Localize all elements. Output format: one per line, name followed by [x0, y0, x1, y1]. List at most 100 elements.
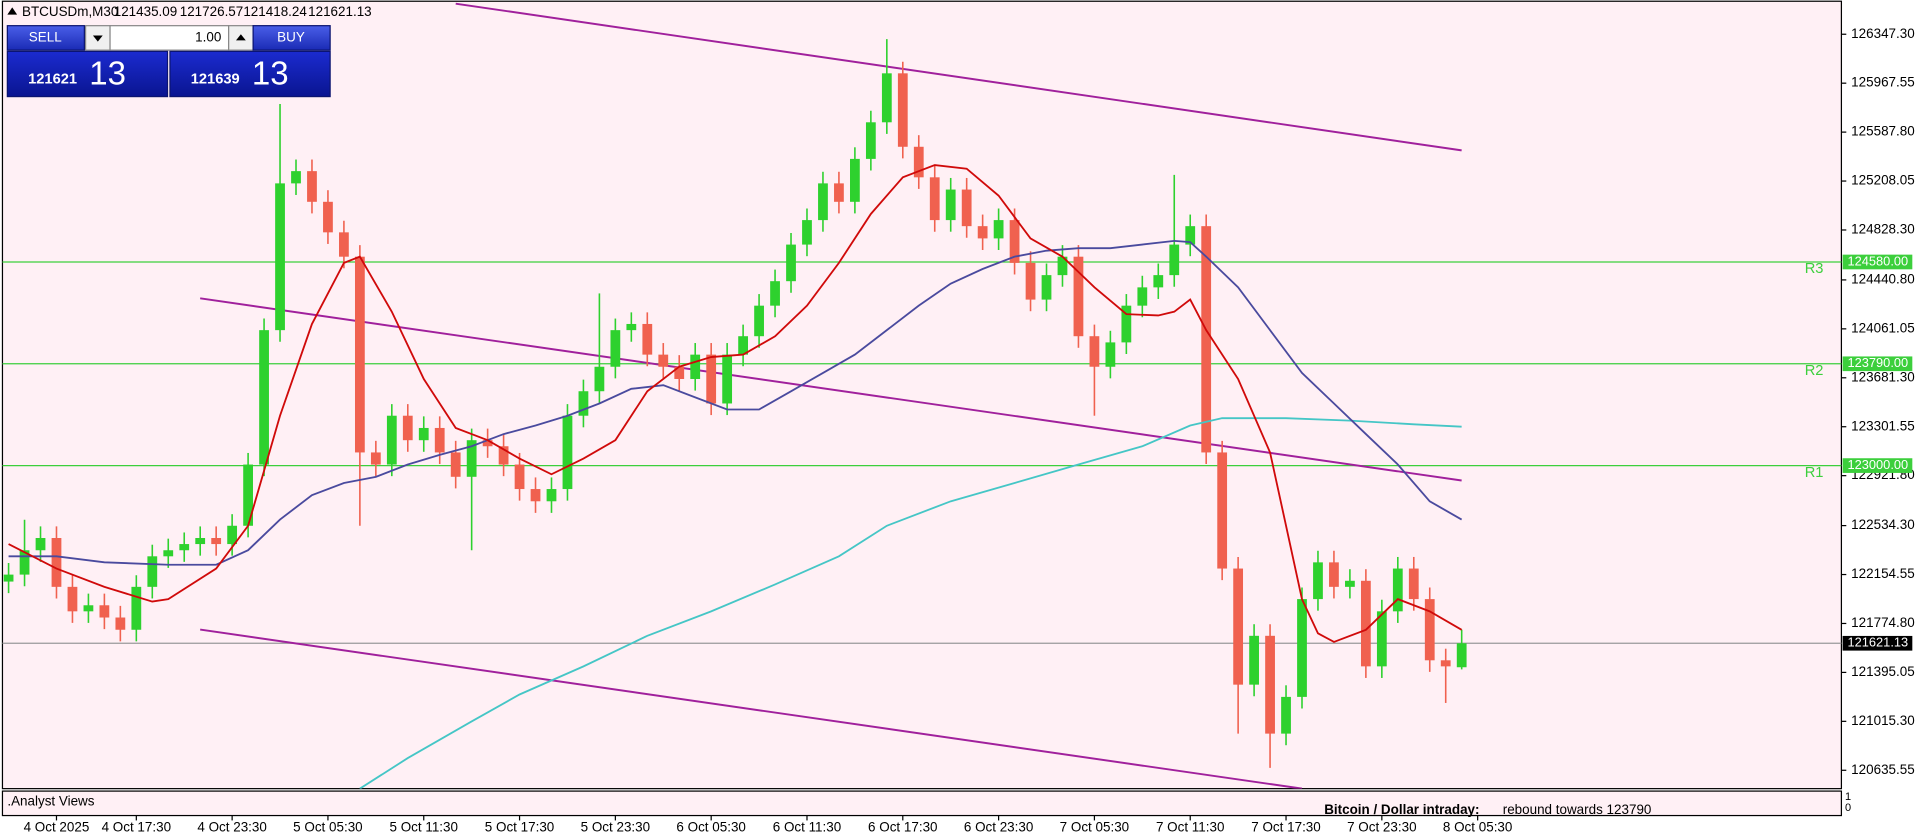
candle-body: [1456, 643, 1467, 668]
candle-body: [498, 446, 509, 465]
indicator-title: .Analyst Views: [7, 794, 94, 809]
candle-body: [131, 586, 142, 630]
level-tag-label: 123790.00: [1848, 355, 1909, 370]
x-tick-label: 5 Oct 05:30: [293, 819, 362, 834]
candle-body: [1057, 256, 1068, 276]
y-tick-label: 126347.30: [1851, 26, 1915, 41]
candle-body: [1424, 599, 1435, 661]
candle-body: [738, 336, 749, 355]
level-name: R1: [1805, 465, 1824, 481]
y-tick-label: 123301.55: [1851, 418, 1915, 433]
y-tick-label: 125208.05: [1851, 173, 1915, 188]
candle-body: [291, 171, 301, 184]
candle-body: [418, 427, 429, 441]
candle-body: [354, 256, 365, 453]
level-name: R2: [1805, 363, 1824, 379]
candle-body: [1025, 262, 1036, 300]
candle-body: [546, 489, 557, 502]
candle-body: [1009, 220, 1020, 263]
x-tick-label: 8 Oct 05:30: [1443, 819, 1512, 834]
x-tick-label: 7 Oct 11:30: [1156, 819, 1224, 834]
candle-body: [945, 189, 956, 221]
candle-body: [1329, 562, 1339, 587]
candle-body: [1153, 275, 1164, 288]
candle-body: [339, 232, 349, 257]
symbol: BTCUSDm,M30: [22, 4, 118, 19]
candle-body: [163, 550, 174, 557]
high-price: 121726.57: [180, 4, 244, 19]
candle-body: [1360, 580, 1371, 667]
indicator-texts: .Analyst Views 1 0 Bitcoin / Dollar intr…: [7, 791, 1851, 817]
candle-body: [35, 538, 46, 551]
sell-label: SELL: [29, 29, 62, 44]
candle-body: [1345, 580, 1355, 587]
candle-body: [195, 538, 206, 545]
candle-body: [243, 464, 253, 526]
current-price-label: 121621.13: [1848, 635, 1909, 650]
candle-body: [802, 220, 812, 245]
plot-content: [2, 2, 1842, 789]
indicator-panel: [1, 790, 1843, 817]
candle-body: [1105, 342, 1116, 367]
candle-body: [275, 183, 285, 331]
candle-body: [1169, 244, 1180, 276]
candle-body: [818, 183, 828, 221]
header: BTCUSDm,M30 121435.09 121726.57 121418.2…: [7, 4, 372, 19]
candle-body: [482, 440, 493, 447]
level-tag-label: 124580.00: [1848, 253, 1909, 268]
x-tick-label: 6 Oct 11:30: [773, 819, 841, 834]
candle-body: [1265, 635, 1275, 734]
ask-big: 13: [252, 55, 289, 92]
candle-body: [929, 177, 940, 221]
x-tick-label: 5 Oct 17:30: [485, 819, 554, 834]
lot-input[interactable]: [109, 25, 230, 51]
y-tick-label: 121015.30: [1851, 713, 1915, 728]
candle-body: [722, 354, 733, 404]
candle-body: [259, 330, 269, 465]
headline-text: rebound towards 123790: [1503, 802, 1652, 817]
candle-body: [865, 122, 876, 159]
candle-body: [770, 281, 780, 306]
candle-body: [450, 452, 461, 477]
indicator-axis-bottom: 0: [1845, 802, 1851, 814]
ask-main: 121639: [191, 71, 240, 87]
bid-box[interactable]: [6, 50, 169, 98]
candle-body: [434, 427, 445, 453]
candle-body: [754, 305, 764, 337]
candle-body: [466, 440, 477, 477]
candle-body: [1313, 562, 1323, 600]
candle-body: [977, 226, 988, 239]
candle-body: [1137, 287, 1148, 306]
candle-body: [690, 354, 701, 379]
candle-body: [1249, 635, 1259, 685]
candle-body: [897, 73, 908, 147]
buy-button[interactable]: [252, 25, 331, 51]
x-tick-label: 7 Oct 17:30: [1251, 819, 1320, 834]
candle-body: [1233, 568, 1244, 685]
candle-body: [51, 538, 62, 587]
candle-body: [610, 330, 621, 367]
x-tick-label: 4 Oct 2025: [24, 819, 90, 834]
x-tick-label: 6 Oct 23:30: [964, 819, 1033, 834]
candle-body: [786, 244, 796, 282]
candle-body: [370, 452, 381, 465]
x-tick-label: 5 Oct 23:30: [581, 819, 650, 834]
candle-body: [1376, 611, 1387, 667]
candle-body: [115, 617, 126, 630]
candle-body: [1217, 452, 1228, 569]
y-tick-label: 125587.80: [1851, 124, 1915, 139]
collapse-icon[interactable]: [7, 7, 18, 15]
lot-value: 1.00: [195, 29, 221, 44]
candle-body: [307, 171, 317, 202]
candle-body: [67, 586, 78, 612]
candle-body: [514, 464, 525, 490]
candle-body: [706, 354, 717, 404]
sell-button[interactable]: [6, 25, 85, 51]
ask-box[interactable]: [169, 50, 331, 98]
candle-body: [834, 183, 844, 202]
bid-main: 121621: [28, 71, 77, 87]
y-tick-label: 124828.30: [1851, 222, 1915, 237]
headline: Bitcoin / Dollar intraday:: [1324, 802, 1479, 817]
candle-body: [402, 415, 413, 441]
